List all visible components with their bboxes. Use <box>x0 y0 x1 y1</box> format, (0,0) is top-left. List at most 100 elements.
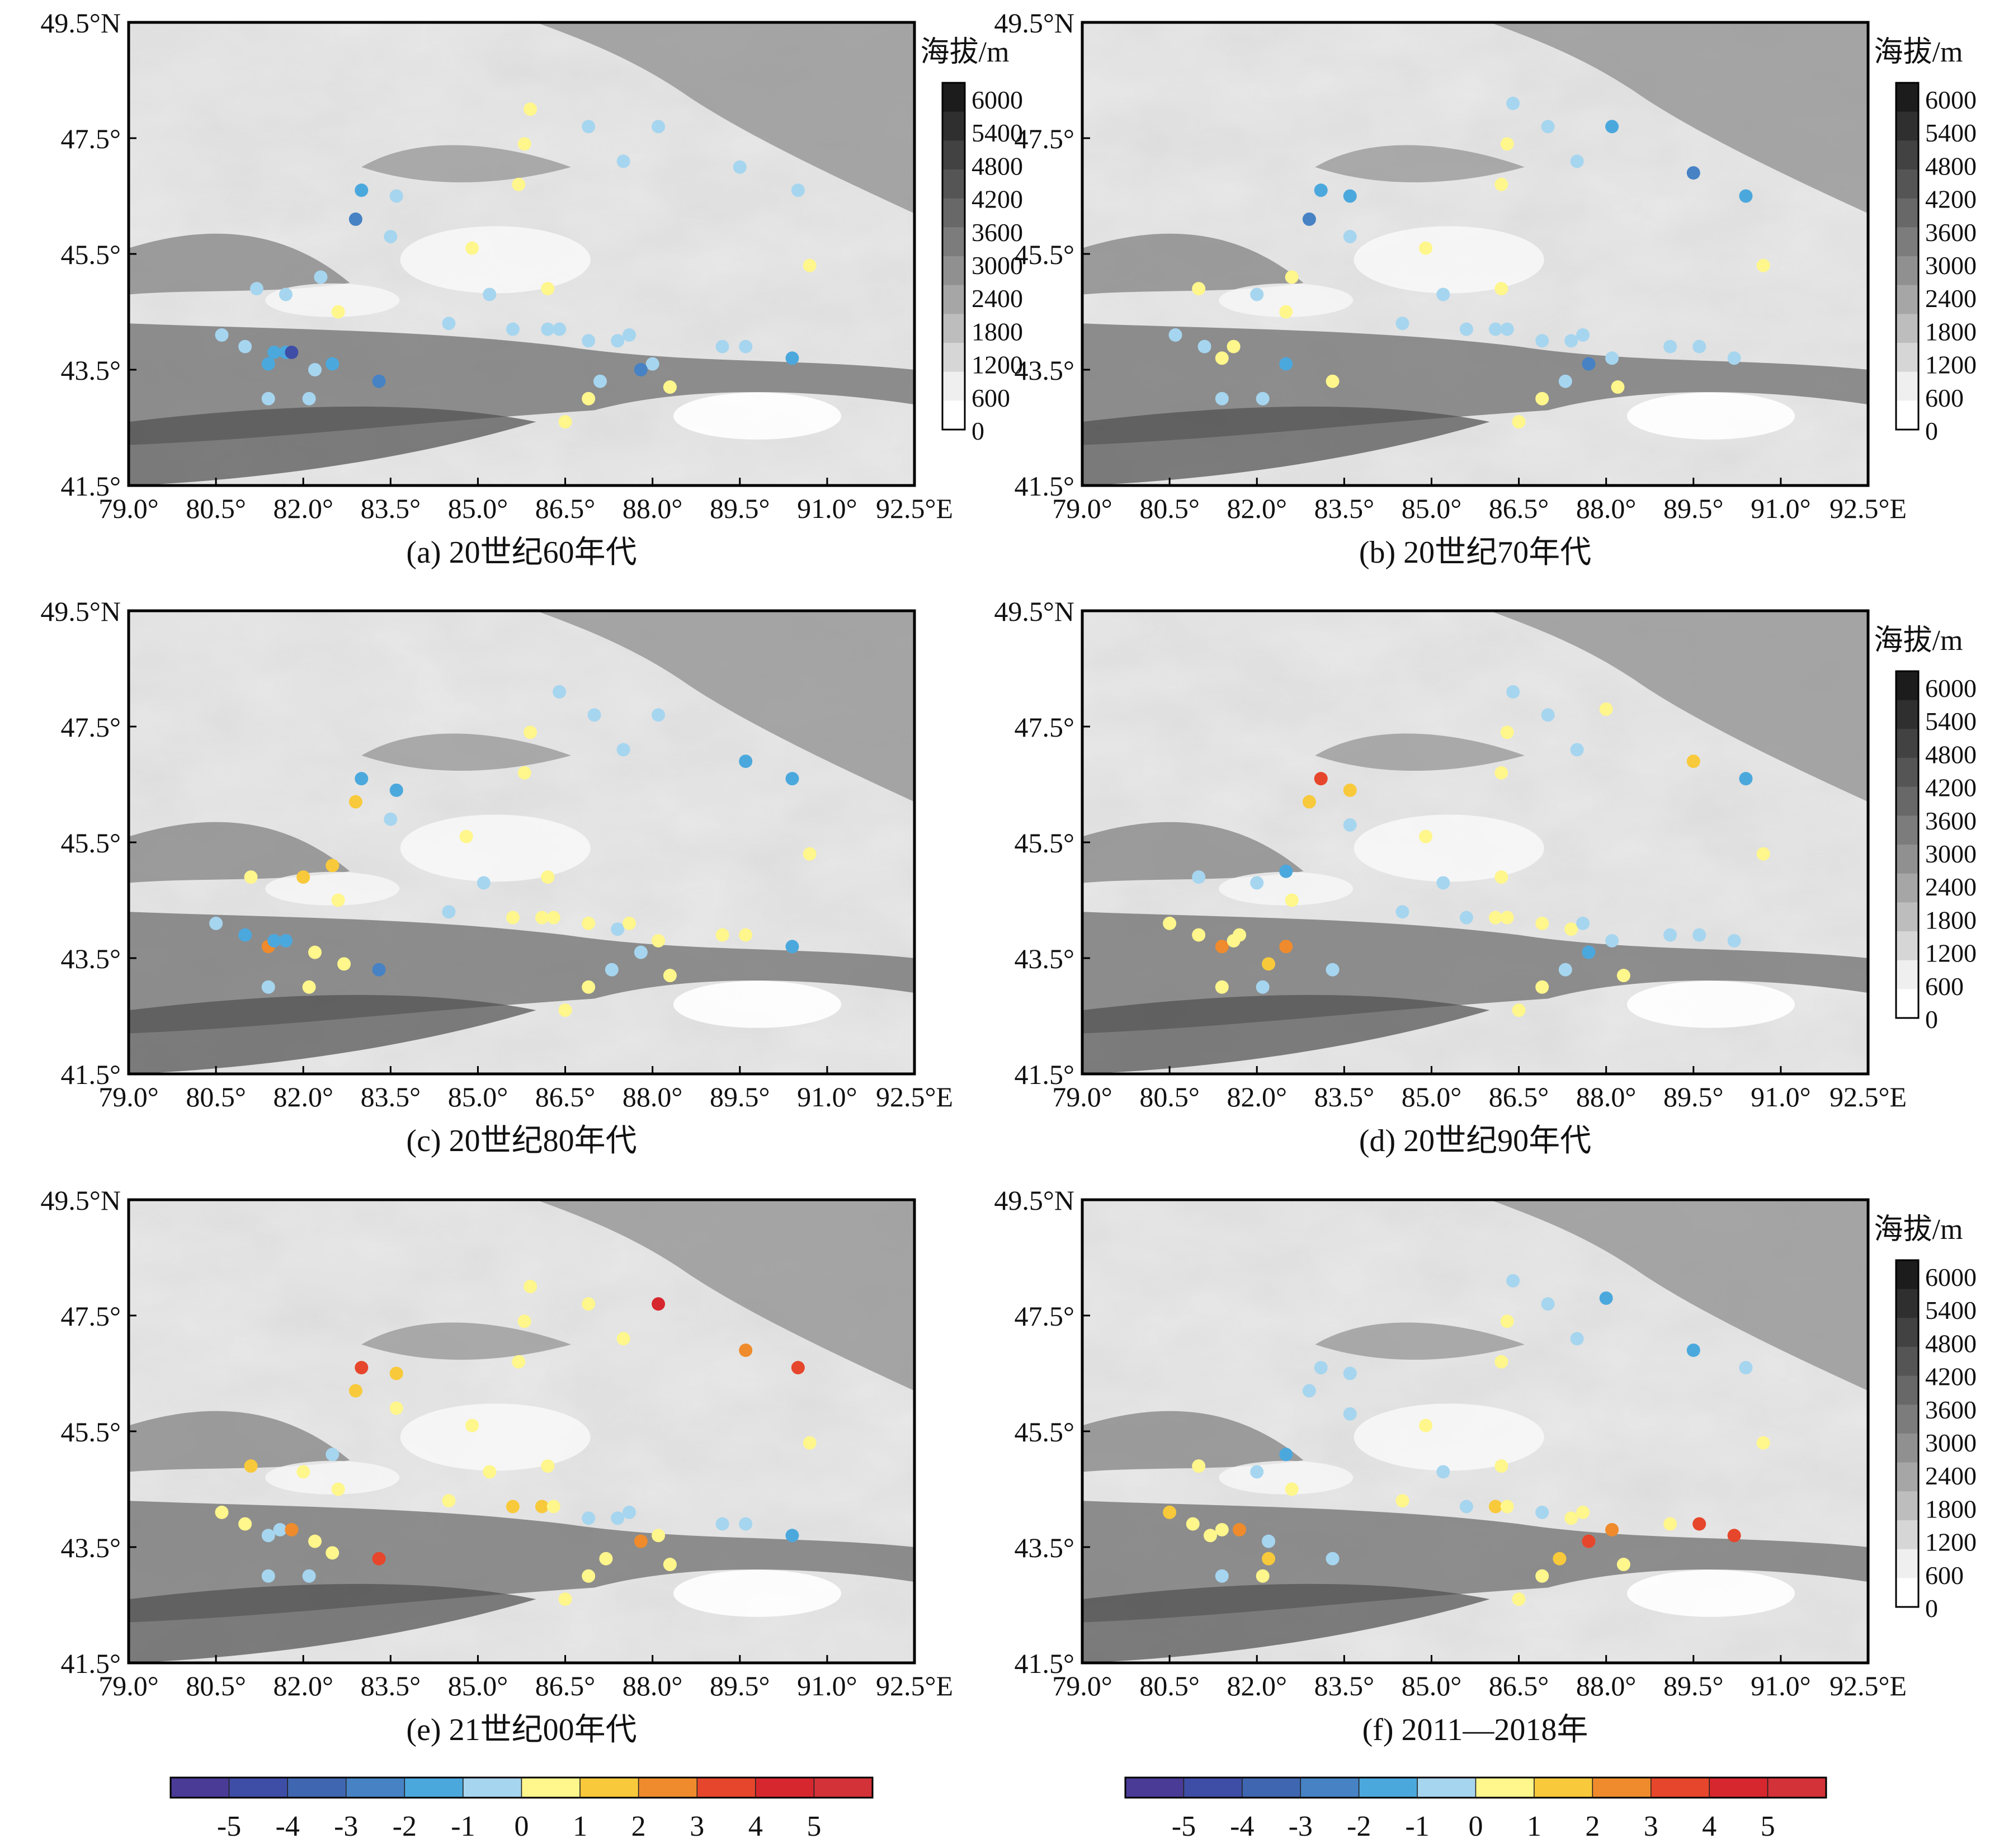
lat-label: 49.5°N <box>40 596 121 627</box>
elevation-label: 0 <box>1925 417 1938 445</box>
station-dot <box>1256 1569 1270 1583</box>
station-dot <box>506 911 520 925</box>
lon-label: 92.5°E <box>876 1670 953 1701</box>
station-dot <box>372 374 386 388</box>
lat-label: 45.5° <box>61 827 121 859</box>
station-dot <box>1215 1522 1229 1536</box>
lon-label: 88.0° <box>623 1670 683 1701</box>
station-dot <box>506 322 520 336</box>
panel-caption: (a) 20世纪60年代 <box>406 535 636 570</box>
elevation-bar-frame <box>1895 670 1920 1019</box>
station-dot <box>337 957 351 971</box>
station-dot <box>1663 1517 1677 1531</box>
southern-range <box>129 1583 536 1663</box>
station-dot <box>1727 934 1741 947</box>
station-dot <box>582 1297 596 1311</box>
alatau-range <box>129 1411 350 1472</box>
station-dot <box>652 934 666 947</box>
anomaly-swatch <box>287 1777 347 1798</box>
lat-label: 45.5° <box>1015 239 1075 270</box>
station-dot <box>715 340 729 353</box>
elevation-label: 3000 <box>1925 840 1977 868</box>
saur-range <box>1315 1322 1525 1360</box>
lat-label: 43.5° <box>1015 1532 1075 1563</box>
lon-label: 79.0° <box>1052 1670 1112 1701</box>
lon-label: 86.5° <box>1489 1081 1549 1112</box>
station-dot <box>541 870 555 884</box>
station-dot <box>715 1517 729 1531</box>
station-dot <box>1459 911 1473 925</box>
station-dot <box>1564 922 1578 936</box>
elevation-label: 5400 <box>1925 707 1977 736</box>
station-dot <box>634 945 648 959</box>
station-dot <box>1163 916 1177 930</box>
station-dot <box>1314 1361 1328 1375</box>
elevation-swatch <box>1896 371 1918 401</box>
station-dot <box>1512 1003 1526 1017</box>
station-dot <box>1663 928 1677 942</box>
station-dot <box>1535 1569 1549 1583</box>
elevation-legend: 海拔/m600054004800420036003000240018001200… <box>1874 1214 1977 1623</box>
elevation-swatch <box>1896 140 1918 170</box>
station-dot <box>308 945 322 959</box>
elevation-swatch <box>1896 960 1918 989</box>
lon-label: 83.5° <box>361 1670 421 1701</box>
station-dot <box>1203 1529 1217 1543</box>
lon-label: 92.5°E <box>876 1081 953 1112</box>
lon-label: 92.5°E <box>1829 1670 1907 1701</box>
station-dot <box>1512 1592 1526 1606</box>
station-dot <box>1419 829 1433 843</box>
elevation-swatch <box>1896 786 1918 816</box>
station-dot <box>1494 1355 1508 1369</box>
elevation-bar-frame <box>1895 82 1920 431</box>
elevation-swatch <box>942 314 965 343</box>
saur-range <box>361 145 571 183</box>
station-dot <box>1756 847 1770 861</box>
station-dot <box>483 287 497 301</box>
lat-label: 45.5° <box>1015 827 1075 859</box>
station-dot <box>1663 340 1677 353</box>
elevation-swatch <box>1896 873 1918 903</box>
map-panel-a: 49.5°N 47.5° 45.5° 43.5° 41.5°79.0° 80.5° 82.0… <box>40 7 1023 570</box>
anomaly-label: -2 <box>1347 1811 1371 1842</box>
elevation-swatch <box>1896 314 1918 343</box>
station-dot <box>238 928 252 942</box>
elevation-label: 1200 <box>972 351 1023 379</box>
station-dot <box>803 1436 817 1450</box>
anomaly-swatch <box>1358 1777 1418 1798</box>
station-dot <box>296 1465 310 1479</box>
station-dot <box>1343 1366 1357 1380</box>
lon-label: 88.0° <box>623 493 683 524</box>
station-dot <box>1215 351 1229 365</box>
station-dot <box>279 287 293 301</box>
station-dot <box>645 357 659 371</box>
anomaly-label: 5 <box>1761 1811 1775 1842</box>
anomaly-swatch <box>696 1777 756 1798</box>
anomaly-label: 0 <box>515 1811 529 1842</box>
junggar-basin <box>1354 1403 1544 1471</box>
station-dot <box>605 963 619 977</box>
lon-label: 91.0° <box>797 493 857 524</box>
station-dot <box>238 1517 252 1531</box>
station-dot <box>1692 340 1706 353</box>
lon-label: 92.5°E <box>1829 493 1907 524</box>
altai-mountains <box>536 22 914 214</box>
lat-label: 43.5° <box>61 355 121 386</box>
station-dot <box>1727 1529 1741 1543</box>
station-dot <box>1494 766 1508 780</box>
station-dot <box>1605 1522 1619 1536</box>
elevation-swatch <box>942 343 965 373</box>
elevation-swatch <box>1896 1520 1918 1550</box>
station-dot <box>1756 258 1770 272</box>
station-dot <box>558 415 572 429</box>
station-dot <box>1506 685 1520 699</box>
elevation-swatch <box>1896 1347 1918 1376</box>
station-dot <box>1535 1505 1549 1519</box>
lon-label: 82.0° <box>1227 1670 1287 1701</box>
lon-label: 89.5° <box>1663 1670 1724 1701</box>
station-dot <box>1192 282 1206 296</box>
lat-label: 47.5° <box>61 123 121 154</box>
elevation-legend-title: 海拔/m <box>1874 36 1963 68</box>
station-dot <box>261 392 275 406</box>
station-dot <box>546 1500 560 1514</box>
